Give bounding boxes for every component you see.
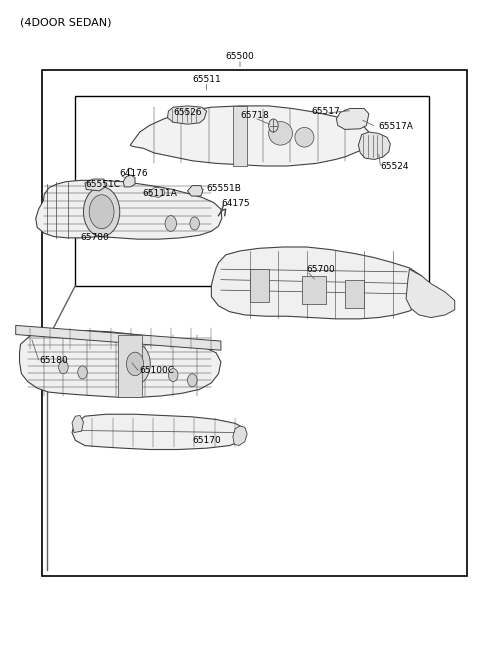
Circle shape [126, 352, 144, 376]
Text: 65517A: 65517A [378, 122, 413, 131]
Circle shape [84, 187, 120, 237]
Polygon shape [72, 414, 246, 449]
Text: 65700: 65700 [307, 265, 336, 274]
Circle shape [78, 366, 87, 379]
Text: 65524: 65524 [381, 161, 409, 171]
Polygon shape [72, 415, 84, 432]
Polygon shape [85, 179, 106, 191]
Circle shape [190, 217, 199, 230]
Circle shape [89, 195, 114, 229]
Polygon shape [20, 331, 221, 398]
Text: 65718: 65718 [240, 112, 269, 120]
Text: 65551B: 65551B [206, 184, 241, 193]
Polygon shape [345, 279, 364, 308]
Polygon shape [359, 132, 390, 159]
Polygon shape [188, 186, 203, 196]
Polygon shape [233, 106, 247, 166]
Polygon shape [130, 106, 369, 166]
Text: 65170: 65170 [192, 436, 221, 445]
Polygon shape [149, 188, 165, 197]
Polygon shape [336, 108, 369, 129]
Circle shape [269, 119, 278, 132]
Text: (4DOOR SEDAN): (4DOOR SEDAN) [21, 18, 112, 28]
Text: 65551C: 65551C [85, 180, 120, 189]
Polygon shape [16, 325, 221, 350]
Circle shape [120, 343, 150, 385]
Polygon shape [118, 335, 142, 397]
Polygon shape [123, 175, 135, 187]
Text: 65111A: 65111A [142, 189, 177, 198]
Text: 65526: 65526 [173, 108, 202, 117]
Circle shape [168, 369, 178, 382]
Polygon shape [36, 180, 222, 239]
Circle shape [59, 361, 68, 374]
Text: 65780: 65780 [80, 234, 109, 242]
Polygon shape [250, 269, 269, 302]
Ellipse shape [295, 127, 314, 147]
Circle shape [165, 216, 177, 232]
Polygon shape [233, 426, 247, 445]
Text: 65180: 65180 [39, 356, 68, 365]
Text: 65500: 65500 [226, 52, 254, 61]
Polygon shape [406, 269, 455, 318]
Polygon shape [168, 106, 206, 124]
Text: 64176: 64176 [120, 169, 148, 178]
Text: 65517: 65517 [312, 107, 340, 115]
Circle shape [188, 374, 197, 387]
Text: 65511: 65511 [192, 75, 221, 84]
Text: 65100C: 65100C [140, 366, 175, 375]
Polygon shape [211, 247, 426, 319]
Polygon shape [302, 276, 326, 304]
Text: 64175: 64175 [221, 199, 250, 209]
Ellipse shape [269, 121, 292, 145]
